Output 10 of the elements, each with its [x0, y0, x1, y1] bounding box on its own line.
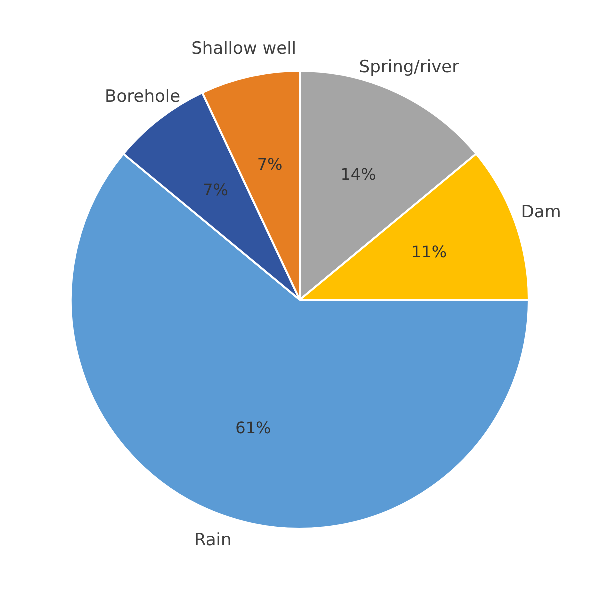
- data-label: 14%: [340, 164, 376, 184]
- data-label: 7%: [257, 155, 283, 174]
- data-label: 61%: [236, 418, 272, 438]
- slice-label: Borehole: [105, 86, 181, 107]
- slice-label: Dam: [521, 202, 562, 223]
- data-label: 7%: [203, 180, 228, 200]
- slice-label: Rain: [194, 530, 232, 551]
- slice-label: Spring/river: [359, 57, 460, 78]
- data-label: 11%: [411, 242, 448, 262]
- slice-label: Shallow well: [192, 39, 297, 60]
